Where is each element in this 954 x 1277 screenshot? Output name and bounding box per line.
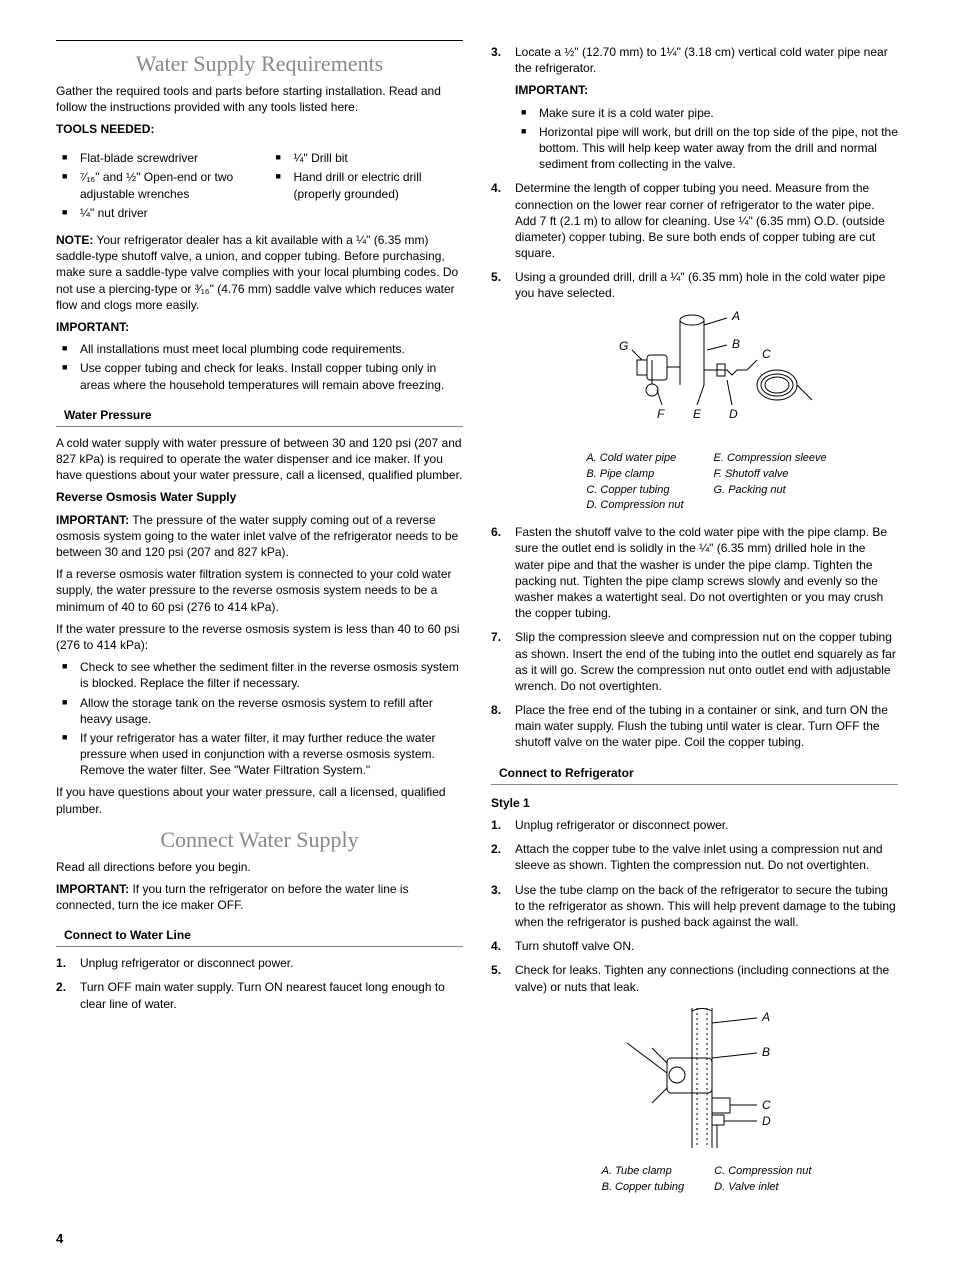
fig-label: G <box>619 339 628 353</box>
step-item: Locate a ½" (12.70 mm) to 1¼" (3.18 cm) … <box>491 44 898 172</box>
tools-left-list: Flat-blade screwdriver ⁷⁄₁₆" and ½" Open… <box>56 147 250 224</box>
list-item: Check to see whether the sediment filter… <box>56 659 463 691</box>
step3-sublist: Make sure it is a cold water pipe. Horiz… <box>515 105 898 173</box>
valve-diagram-icon: A B C D E F G <box>577 310 837 440</box>
tools-grid: Flat-blade screwdriver ⁷⁄₁₆" and ½" Open… <box>56 143 463 230</box>
legend-item: C. Compression nut <box>714 1164 811 1179</box>
fig-label: F <box>657 407 665 421</box>
figure-refrigerator-valve: A B C D <box>515 1003 898 1157</box>
tool-item: ¼" Drill bit <box>270 150 464 166</box>
step-item: Determine the length of copper tubing yo… <box>491 180 898 261</box>
step-item: Use the tube clamp on the back of the re… <box>491 882 898 931</box>
step-item: Slip the compression sleeve and compress… <box>491 629 898 694</box>
paragraph: IMPORTANT: If you turn the refrigerator … <box>56 881 463 913</box>
right-column: Locate a ½" (12.70 mm) to 1¼" (3.18 cm) … <box>491 40 898 1206</box>
paragraph: IMPORTANT: The pressure of the water sup… <box>56 512 463 561</box>
figure-legend-2: A. Tube clamp B. Copper tubing C. Compre… <box>515 1163 898 1196</box>
step-item: Turn shutoff valve ON. <box>491 938 898 954</box>
list-item: Allow the storage tank on the reverse os… <box>56 695 463 727</box>
rule <box>56 40 463 41</box>
legend-item: E. Compression sleeve <box>714 451 827 466</box>
tool-item: Flat-blade screwdriver <box>56 150 250 166</box>
subheading-connect-refrigerator: Connect to Refrigerator <box>491 763 898 785</box>
tools-needed-label: TOOLS NEEDED: <box>56 121 463 137</box>
refrigerator-valve-icon: A B C D <box>597 1003 817 1153</box>
tool-item: ⁷⁄₁₆" and ½" Open-end or two adjustable … <box>56 169 250 201</box>
tool-item: Hand drill or electric drill (properly g… <box>270 169 464 201</box>
heading-water-supply-requirements: Water Supply Requirements <box>56 49 463 79</box>
important-label: IMPORTANT: <box>515 82 898 98</box>
subheading-water-pressure: Water Pressure <box>56 405 463 427</box>
intro-paragraph: Gather the required tools and parts befo… <box>56 83 463 115</box>
important-label: IMPORTANT: <box>56 882 129 896</box>
style1-heading: Style 1 <box>491 795 898 811</box>
step-item: Unplug refrigerator or disconnect power. <box>56 955 463 971</box>
paragraph: Read all directions before you begin. <box>56 859 463 875</box>
steps-continued: Locate a ½" (12.70 mm) to 1¼" (3.18 cm) … <box>491 44 898 751</box>
paragraph: If you have questions about your water p… <box>56 784 463 816</box>
fig-label: B <box>762 1045 770 1059</box>
step-item: Fasten the shutoff valve to the cold wat… <box>491 524 898 621</box>
fig-label: A <box>731 310 740 323</box>
note-label: NOTE: <box>56 233 93 247</box>
paragraph: If a reverse osmosis water filtration sy… <box>56 566 463 615</box>
page-number: 4 <box>56 1230 898 1248</box>
important-label: IMPORTANT: <box>56 319 463 335</box>
step-item: Unplug refrigerator or disconnect power. <box>491 817 898 833</box>
tool-item: ¼" nut driver <box>56 205 250 221</box>
tools-right-list: ¼" Drill bit Hand drill or electric dril… <box>270 147 464 224</box>
paragraph: If the water pressure to the reverse osm… <box>56 621 463 653</box>
legend-item: B. Copper tubing <box>602 1180 685 1195</box>
legend-item: B. Pipe clamp <box>586 467 683 482</box>
figure-legend-1: A. Cold water pipe B. Pipe clamp C. Copp… <box>515 450 898 514</box>
fig-label: C <box>762 347 771 361</box>
connect-water-line-steps: Unplug refrigerator or disconnect power.… <box>56 955 463 1012</box>
legend-item: D. Compression nut <box>586 498 683 513</box>
step-item: Attach the copper tube to the valve inle… <box>491 841 898 873</box>
step-text: Using a grounded drill, drill a ¼" (6.35… <box>515 270 885 300</box>
list-item: If your refrigerator has a water filter,… <box>56 730 463 779</box>
fig-label: D <box>729 407 738 421</box>
fig-label: D <box>762 1114 771 1128</box>
heading-connect-water-supply: Connect Water Supply <box>56 825 463 855</box>
important-list: All installations must meet local plumbi… <box>56 341 463 393</box>
list-item: All installations must meet local plumbi… <box>56 341 463 357</box>
important-label: IMPORTANT: <box>56 513 129 527</box>
style1-steps: Unplug refrigerator or disconnect power.… <box>491 817 898 1196</box>
legend-item: D. Valve inlet <box>714 1180 811 1195</box>
step-item: Check for leaks. Tighten any connections… <box>491 962 898 1195</box>
step-text: Check for leaks. Tighten any connections… <box>515 963 889 993</box>
ro-list: Check to see whether the sediment filter… <box>56 659 463 778</box>
step-item: Using a grounded drill, drill a ¼" (6.35… <box>491 269 898 514</box>
legend-item: A. Tube clamp <box>602 1164 685 1179</box>
note-text: Your refrigerator dealer has a kit avail… <box>56 233 458 312</box>
legend-item: A. Cold water pipe <box>586 451 683 466</box>
fig-label: A <box>761 1010 770 1024</box>
list-item: Make sure it is a cold water pipe. <box>515 105 898 121</box>
left-column: Water Supply Requirements Gather the req… <box>56 40 463 1206</box>
step-text: Locate a ½" (12.70 mm) to 1¼" (3.18 cm) … <box>515 45 888 75</box>
fig-label: E <box>693 407 702 421</box>
list-item: Use copper tubing and check for leaks. I… <box>56 360 463 392</box>
fig-label: C <box>762 1098 771 1112</box>
note-paragraph: NOTE: Your refrigerator dealer has a kit… <box>56 232 463 313</box>
subheading-reverse-osmosis: Reverse Osmosis Water Supply <box>56 489 463 505</box>
list-item: Horizontal pipe will work, but drill on … <box>515 124 898 173</box>
step-item: Place the free end of the tubing in a co… <box>491 702 898 751</box>
subheading-connect-water-line: Connect to Water Line <box>56 925 463 947</box>
step-item: Turn OFF main water supply. Turn ON near… <box>56 979 463 1011</box>
legend-item: G. Packing nut <box>714 483 827 498</box>
paragraph: A cold water supply with water pressure … <box>56 435 463 484</box>
legend-item: C. Copper tubing <box>586 483 683 498</box>
figure-valve-assembly: A B C D E F G <box>515 310 898 444</box>
legend-item: F. Shutoff valve <box>714 467 827 482</box>
fig-label: B <box>732 337 740 351</box>
